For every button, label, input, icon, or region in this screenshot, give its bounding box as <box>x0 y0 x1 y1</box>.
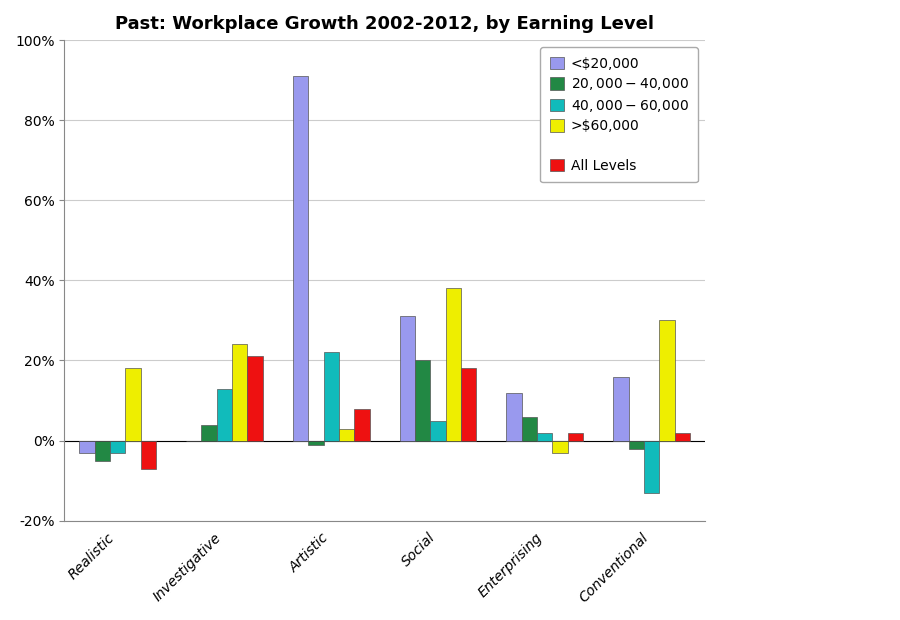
Bar <box>217 389 232 441</box>
Title: Past: Workplace Growth 2002-2012, by Earning Level: Past: Workplace Growth 2002-2012, by Ear… <box>115 15 654 33</box>
Bar <box>140 441 156 469</box>
Bar <box>461 368 476 441</box>
Legend: <$20,000, $20,000-$40,000, $40,000-$60,000, >$60,000, , All Levels: <$20,000, $20,000-$40,000, $40,000-$60,0… <box>540 47 698 182</box>
Bar <box>323 353 339 441</box>
Bar <box>232 345 248 441</box>
Bar <box>110 441 125 453</box>
Bar <box>644 441 660 493</box>
Bar <box>675 433 690 441</box>
Bar <box>400 316 415 441</box>
Bar <box>568 433 583 441</box>
Bar <box>613 376 628 441</box>
Bar <box>202 425 217 441</box>
Bar <box>339 428 355 441</box>
Bar <box>125 368 140 441</box>
Bar <box>446 288 461 441</box>
Bar <box>430 420 446 441</box>
Bar <box>553 441 568 453</box>
Bar <box>537 433 553 441</box>
Bar <box>628 441 644 449</box>
Bar <box>660 321 675 441</box>
Bar <box>79 441 94 453</box>
Bar <box>248 356 263 441</box>
Bar <box>292 76 308 441</box>
Bar <box>522 417 537 441</box>
Bar <box>355 409 370 441</box>
Bar <box>308 441 323 445</box>
Bar <box>415 360 430 441</box>
Bar <box>94 441 110 461</box>
Bar <box>507 392 522 441</box>
